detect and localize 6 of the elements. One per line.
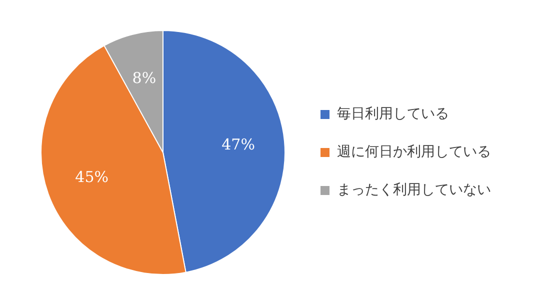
legend-label: まったく利用していない: [337, 182, 491, 198]
data-label: 45%: [75, 168, 109, 186]
data-label: 47%: [222, 135, 255, 154]
legend-label: 週に何日か利用している: [337, 144, 491, 160]
data-label: 8%: [132, 69, 156, 88]
legend-label: 毎日利用している: [337, 106, 449, 122]
